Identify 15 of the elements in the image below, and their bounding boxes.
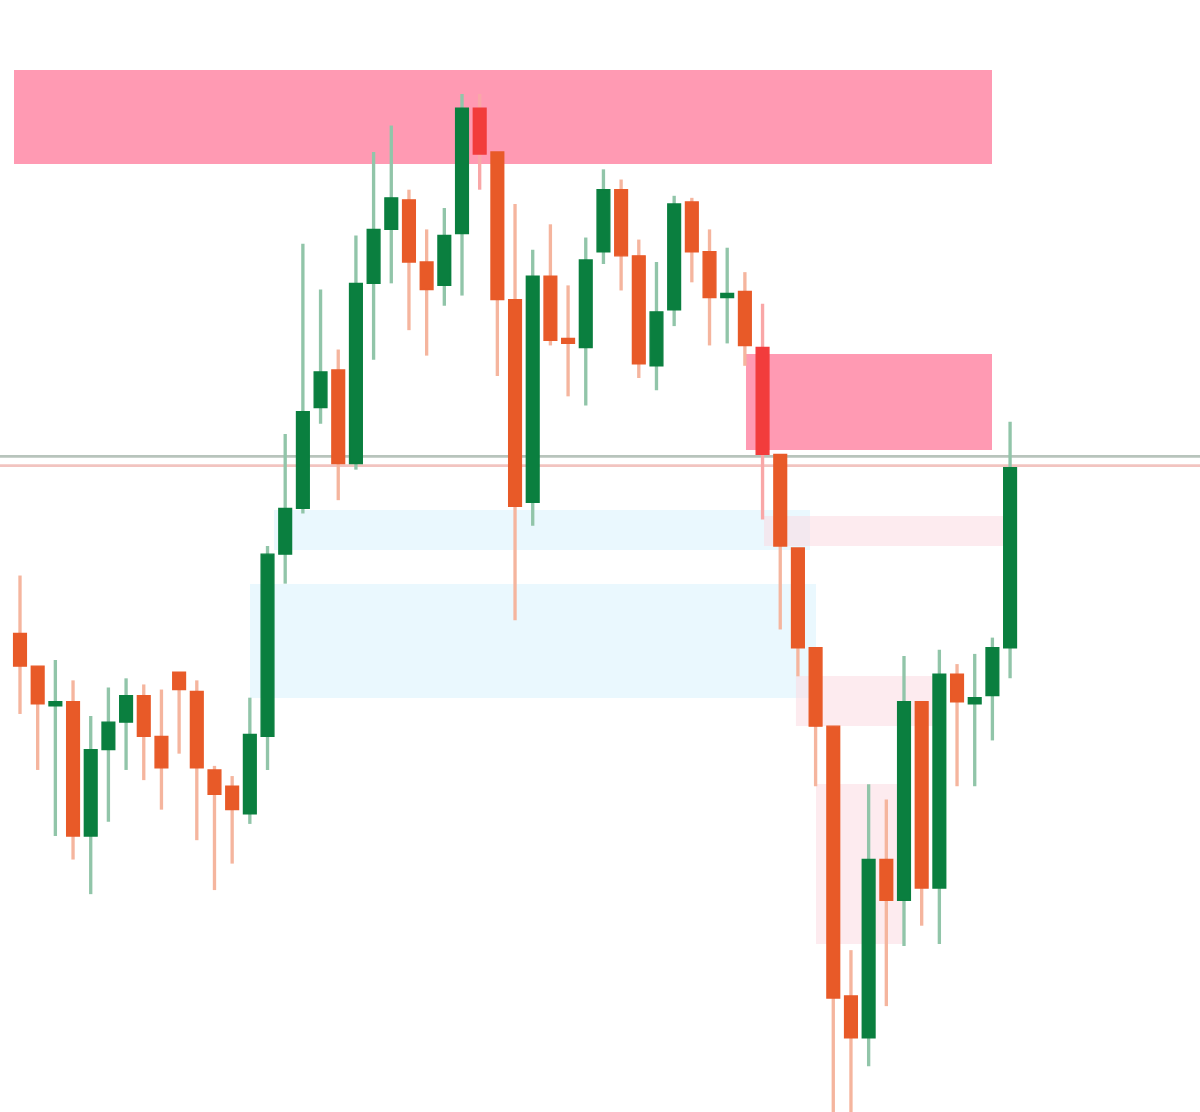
candlestick	[985, 635, 1000, 743]
candlestick	[313, 287, 328, 426]
candlestick	[561, 283, 576, 399]
candlestick	[472, 92, 487, 192]
candlestick	[30, 664, 45, 772]
candlestick	[48, 658, 63, 838]
candlestick	[843, 948, 859, 1112]
candlestick	[967, 652, 982, 788]
candlestick	[419, 227, 434, 358]
candlestick	[720, 246, 735, 346]
candlestick	[12, 573, 28, 716]
candlestick	[172, 670, 187, 756]
candlestick	[119, 676, 134, 772]
candlestick	[949, 662, 965, 788]
candlestick	[879, 797, 894, 1008]
